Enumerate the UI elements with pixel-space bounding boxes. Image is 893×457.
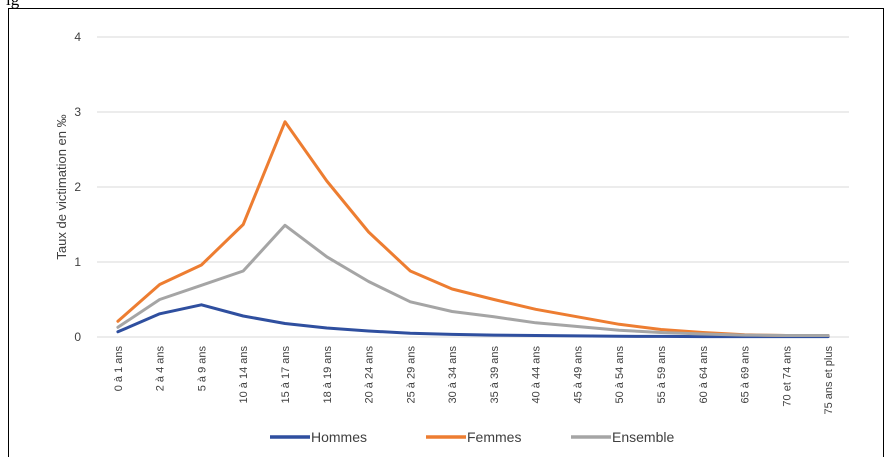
series-line-ensemble <box>116 223 830 337</box>
x-tick-label: 75 ans et plus <box>823 346 835 415</box>
x-tick-label: 10 à 14 ans <box>238 346 250 404</box>
y-tick-label: 2 <box>74 180 81 194</box>
series-line-femmes <box>116 120 830 337</box>
x-tick-label: 65 à 69 ans <box>740 346 752 404</box>
x-tick-label: 40 à 44 ans <box>531 346 543 404</box>
legend-label-femmes: Femmes <box>467 429 521 445</box>
x-axis-ticks: 0 à 1 ans 2 à 4 ans 5 à 9 ans 10 à 14 ans 15… <box>113 346 835 415</box>
x-tick-label: 5 à 9 ans <box>196 346 208 392</box>
x-tick-label: 15 à 17 ans <box>280 346 292 404</box>
y-axis-ticks: 0 1 2 3 4 <box>74 30 81 344</box>
x-tick-label: 60 à 64 ans <box>698 346 710 404</box>
gridlines <box>97 36 849 338</box>
y-axis-label: Taux de victimation en ‰ <box>54 114 69 259</box>
x-tick-label: 70 et 74 ans <box>781 346 793 407</box>
legend: Hommes Femmes Ensemble <box>270 429 674 445</box>
x-tick-label: 18 à 19 ans <box>322 346 334 404</box>
x-tick-label: 55 à 59 ans <box>656 346 668 404</box>
series-lines <box>116 120 830 339</box>
y-tick-label: 3 <box>74 105 81 119</box>
legend-label-hommes: Hommes <box>311 429 367 445</box>
y-tick-label: 4 <box>74 30 81 44</box>
cropped-heading-text: ig <box>6 0 19 8</box>
series-line-hommes <box>116 303 830 339</box>
x-tick-label: 45 à 49 ans <box>572 346 584 404</box>
x-tick-label: 50 à 54 ans <box>614 346 626 404</box>
x-tick-label: 25 à 29 ans <box>405 346 417 404</box>
x-tick-label: 20 à 24 ans <box>364 346 376 404</box>
y-tick-label: 1 <box>74 255 81 269</box>
legend-label-ensemble: Ensemble <box>612 429 674 445</box>
cropped-heading: ig <box>0 0 893 8</box>
chart-frame <box>8 8 884 457</box>
x-tick-label: 0 à 1 ans <box>113 346 125 392</box>
x-tick-label: 2 à 4 ans <box>155 346 167 392</box>
x-tick-label: 35 à 39 ans <box>489 346 501 404</box>
y-tick-label: 0 <box>74 330 81 344</box>
x-tick-label: 30 à 34 ans <box>447 346 459 404</box>
